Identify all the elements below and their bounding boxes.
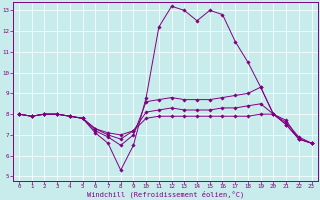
X-axis label: Windchill (Refroidissement éolien,°C): Windchill (Refroidissement éolien,°C) [87,190,244,198]
